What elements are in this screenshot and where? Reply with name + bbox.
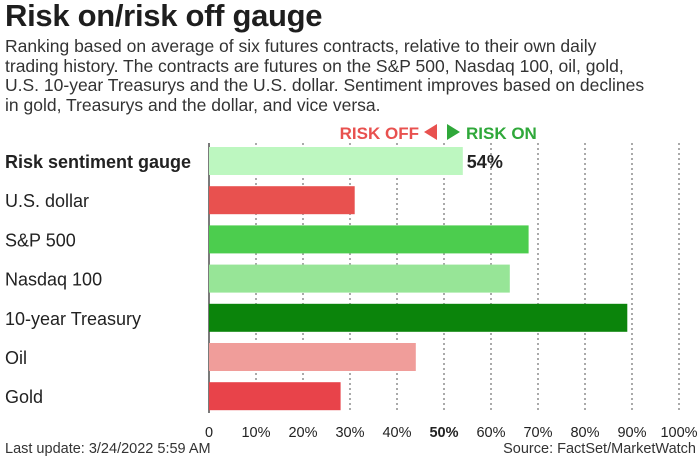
value-label: 54%: [467, 152, 503, 172]
arrow-left-icon: [424, 124, 437, 140]
bar: [209, 343, 416, 371]
category-label: Gold: [5, 387, 43, 407]
arrow-right-icon: [447, 124, 460, 140]
last-update: Last update: 3/24/2022 5:59 AM: [5, 441, 211, 457]
category-label: Risk sentiment gauge: [5, 152, 191, 172]
x-tick-label: 0: [205, 425, 213, 441]
legend-risk-on: RISK ON: [466, 124, 537, 143]
bar: [209, 225, 529, 254]
subtitle-line: trading history. The contracts are futur…: [5, 55, 624, 76]
x-tick-label: 60%: [476, 425, 505, 441]
bar: [209, 147, 463, 175]
bar: [209, 382, 341, 411]
x-tick-label: 80%: [570, 425, 599, 441]
x-tick-label: 40%: [382, 425, 411, 441]
bars: [209, 147, 628, 411]
category-label: 10-year Treasury: [5, 309, 141, 329]
subtitle-line: U.S. 10-year Treasurys and the U.S. doll…: [5, 75, 645, 95]
legend-risk-off: RISK OFF: [340, 124, 419, 143]
x-tick-label: 70%: [523, 425, 552, 441]
chart-title: Risk on/risk off gauge: [5, 0, 323, 33]
x-axis-ticks: 0 10% 20% 30% 40% 50% 60% 70% 80% 90% 100%: [205, 425, 698, 441]
category-labels: Risk sentiment gauge 54% U.S. dollar S&P 50…: [5, 152, 503, 407]
bar: [209, 186, 355, 215]
category-label: Oil: [5, 348, 27, 368]
x-tick-label: 100%: [660, 425, 697, 441]
category-label: Nasdaq 100: [5, 270, 102, 290]
subtitle-line: Ranking based on average of six futures …: [5, 36, 597, 56]
legend: RISK OFF RISK ON: [340, 124, 537, 143]
x-tick-label: 50%: [429, 425, 458, 441]
x-tick-label: 20%: [288, 425, 317, 441]
category-label: S&P 500: [5, 230, 76, 250]
subtitle-line: in gold, Treasurys and the dollar, and v…: [5, 94, 381, 115]
x-tick-label: 10%: [241, 425, 270, 441]
chart-subtitle: Ranking based on average of six futures …: [5, 36, 697, 115]
x-tick-label: 90%: [617, 425, 646, 441]
bar: [209, 264, 510, 293]
category-label: U.S. dollar: [5, 191, 89, 211]
source-credit: Source: FactSet/MarketWatch: [503, 441, 696, 457]
bar: [209, 303, 628, 332]
x-tick-label: 30%: [335, 425, 364, 441]
